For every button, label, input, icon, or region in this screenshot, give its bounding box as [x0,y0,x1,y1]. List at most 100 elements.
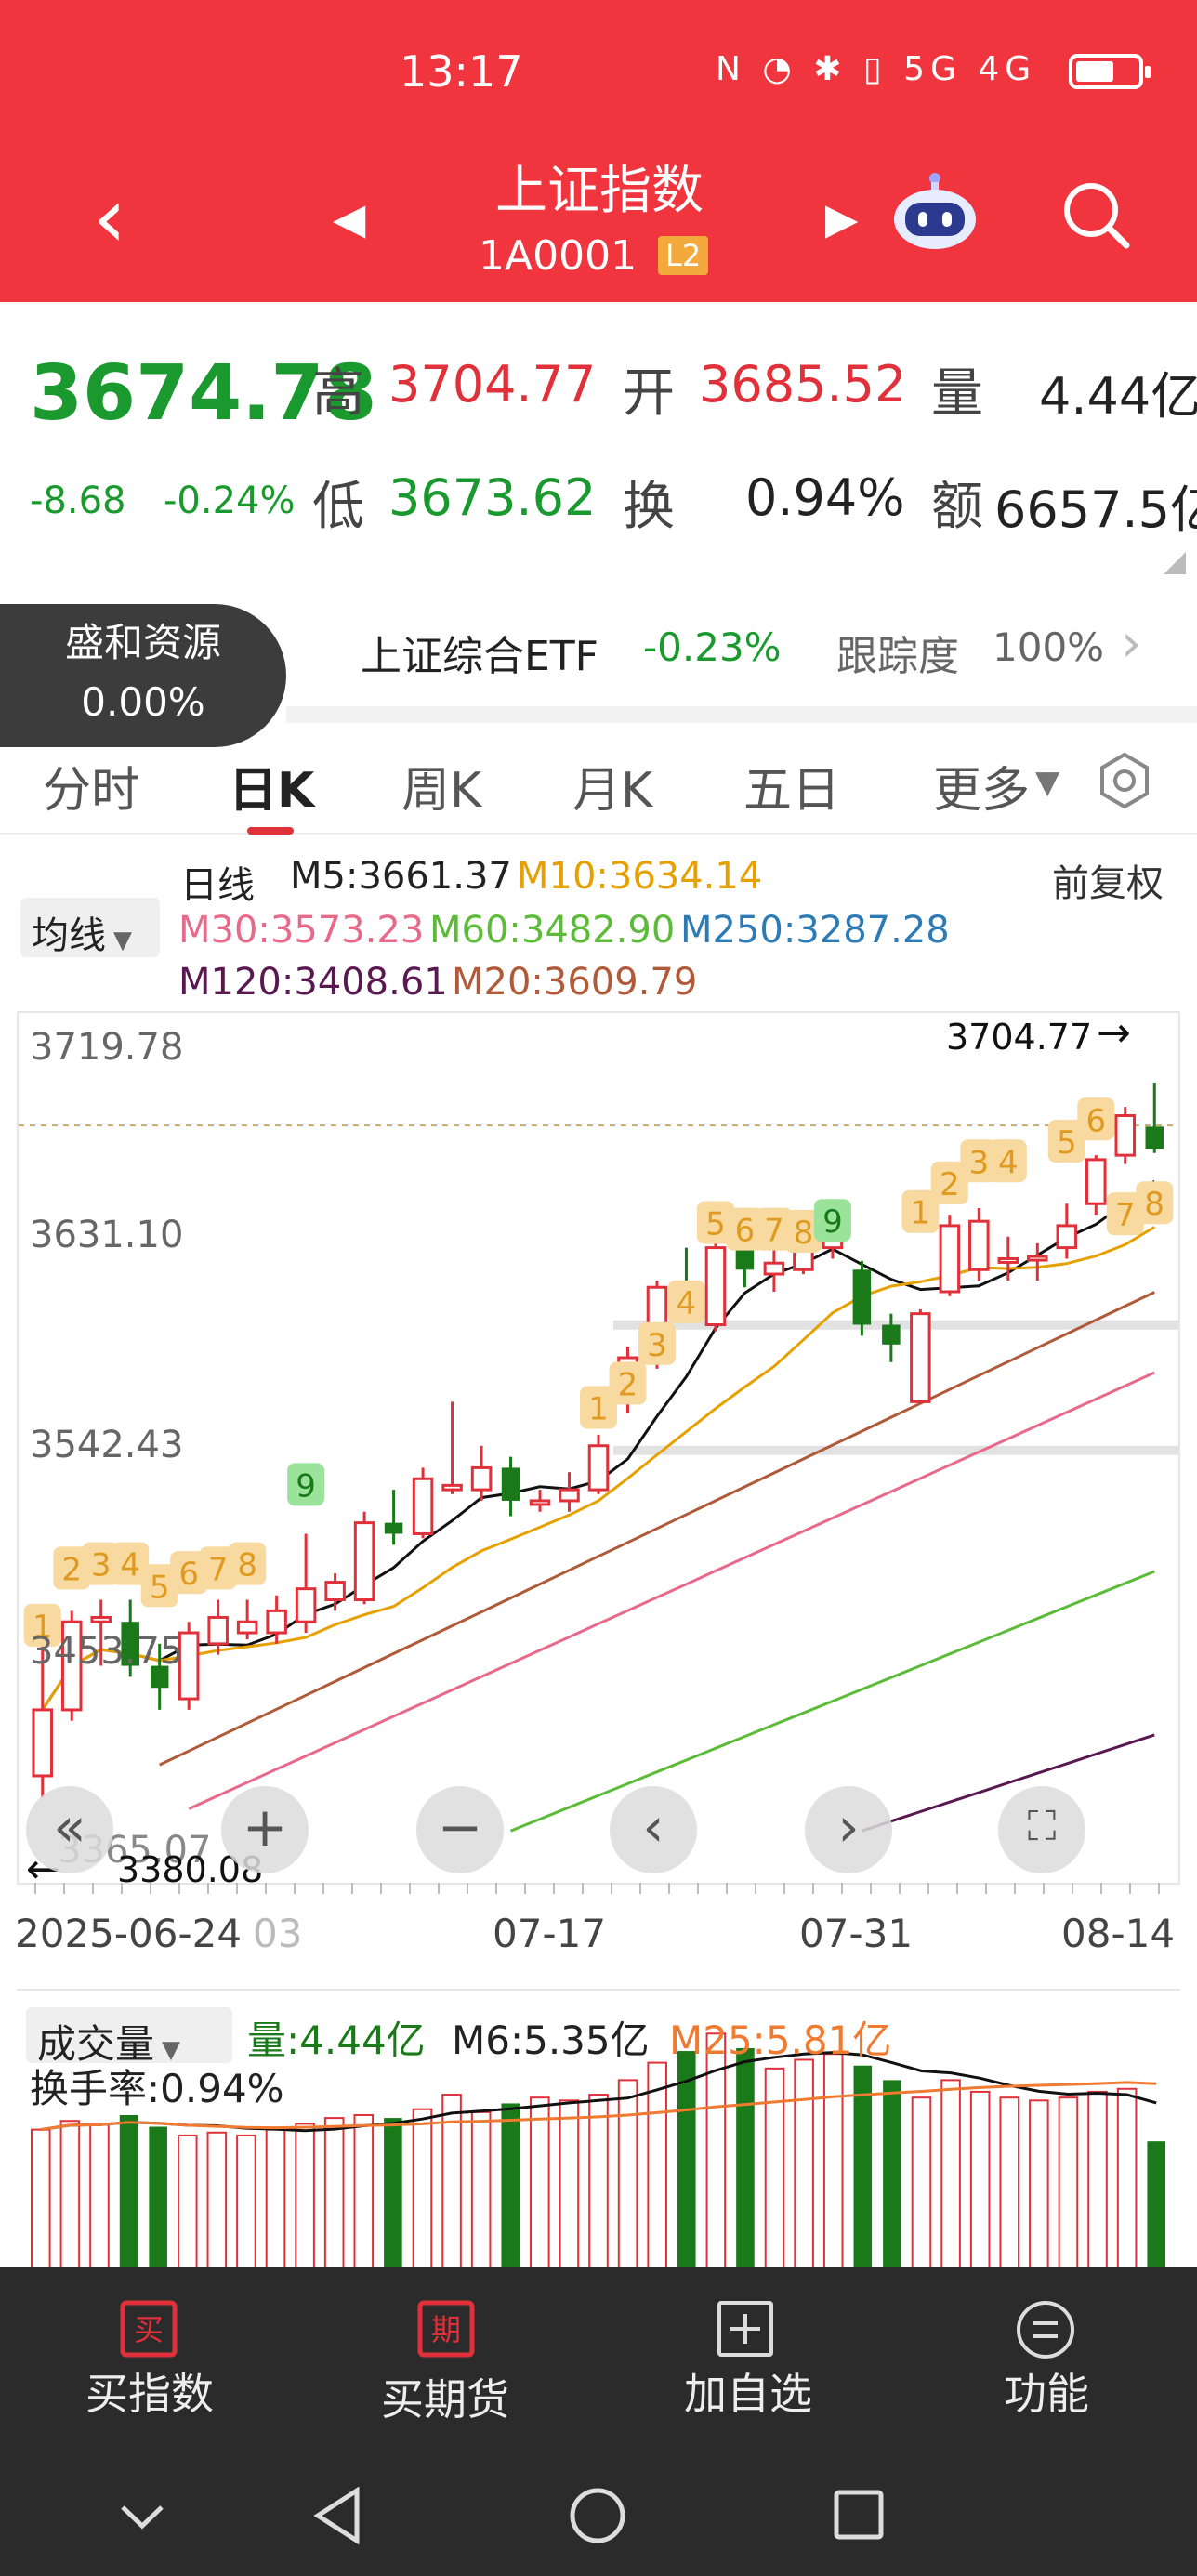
next-stock-icon[interactable]: ▶ [825,193,859,243]
tab-five-day[interactable]: 五日 [743,763,841,819]
volume-bar [89,2123,110,2270]
candle-body [939,1224,961,1294]
svg-text:买: 买 [134,2312,164,2347]
candle-body [295,1587,317,1623]
ma30-line [188,1371,1155,1810]
buy-futures-icon[interactable]: 期 [416,2299,476,2359]
count-marker-label: 2 [618,1366,638,1403]
tab-daily-k[interactable]: 日K [229,763,315,819]
etf-more-icon[interactable]: › [1121,613,1142,674]
candle-body [470,1465,493,1492]
functions-icon[interactable] [1015,2299,1076,2360]
price-change-pct: -0.24% [164,480,296,522]
search-icon[interactable] [1059,178,1132,251]
volume-selector[interactable]: 成交量 ▼ [26,2007,232,2067]
volume-m25: M25:5.81亿 [669,2017,892,2063]
zoom-out-button[interactable]: − [416,1786,504,1873]
scroll-right-button[interactable]: › [805,1786,892,1873]
count-marker-label: 7 [208,1551,229,1588]
fullscreen-button[interactable]: ⛶ [998,1786,1085,1873]
candle-body [501,1467,520,1501]
count-marker [667,1280,705,1323]
count-marker [609,1361,647,1405]
zoom-in-button[interactable]: + [221,1786,309,1873]
active-tab-indicator [247,827,294,835]
etf-name[interactable]: 上证综合ETF [361,633,598,680]
ma120-line [861,1733,1155,1833]
count-marker [901,1189,940,1233]
nav-back-icon[interactable] [312,2487,362,2544]
volume-bar [470,2110,492,2270]
buy-index-icon[interactable]: 买 [119,2299,178,2359]
count-marker [726,1207,764,1251]
volume-bar [323,2117,345,2270]
add-watchlist-button[interactable]: 加自选 [684,2369,812,2419]
count-marker [23,1603,61,1647]
ma60-value: M60:3482.90 [429,909,676,952]
ma60-line [509,1570,1155,1833]
more-dropdown-icon[interactable]: ▼ [1035,764,1060,801]
divider [286,706,1197,723]
count-marker [580,1386,617,1429]
count-marker [82,1542,120,1585]
tab-monthly-k[interactable]: 月K [572,763,653,819]
volume-bar [1147,2141,1165,2269]
count-marker-label: 7 [1115,1197,1136,1234]
volume-bar [1058,2096,1079,2270]
nav-home-icon[interactable] [569,2487,626,2544]
count-marker-label: 3 [647,1327,667,1364]
candle-body [1145,1126,1164,1150]
previous-stock-icon[interactable]: ◀ [333,193,366,243]
buy-futures-button[interactable]: 买期货 [381,2374,509,2425]
related-stock-name: 盛和资源 [64,620,221,665]
volume-panel[interactable] [17,1989,1180,2271]
count-marker-label: 4 [120,1547,140,1584]
current-price: 3674.78 [30,349,377,438]
volume-bar [1029,2099,1049,2271]
expand-corner-icon[interactable] [1164,552,1186,574]
volume-amount: 量:4.44亿 [247,2017,426,2063]
support-band [613,1445,1178,1455]
candle-body [178,1631,200,1701]
svg-text:期: 期 [431,2312,461,2347]
count-marker-label: 1 [911,1195,931,1232]
max-arrow-icon: → [1097,1009,1131,1057]
scroll-start-button[interactable]: « [26,1786,113,1873]
candle-body [1056,1224,1078,1250]
tab-more[interactable]: 更多 [933,763,1031,819]
volume-bar [822,2053,844,2271]
adjust-button[interactable]: 前复权 [1052,862,1164,905]
count-marker-label: 3 [969,1144,990,1181]
volume-bar [31,2128,51,2270]
high-label: 高 [312,363,364,424]
count-marker [199,1546,237,1590]
volume-bar [647,2061,667,2270]
settings-icon[interactable] [1095,751,1154,810]
status-icons: N ◔ ✱ ▯ 5G 4G [716,50,1037,88]
candle-body [236,1620,258,1635]
related-stock-badge[interactable]: 盛和资源 0.00% [0,604,286,747]
back-icon[interactable]: ‹ [93,169,126,267]
low-value: 3673.62 [388,468,597,527]
tab-weekly-k[interactable]: 周K [401,763,482,819]
ma-selector[interactable]: 均线 ▼ [20,898,160,957]
tab-timeshare[interactable]: 分时 [43,763,140,819]
candle-body [90,1615,112,1623]
nav-collapse-icon[interactable] [119,2504,165,2531]
add-watchlist-icon[interactable] [716,2299,775,2359]
buy-index-button[interactable]: 买指数 [86,2369,214,2419]
count-marker-label: 7 [764,1213,784,1250]
candle-body [353,1521,375,1602]
system-nav-bar [0,2437,1197,2576]
count-marker [638,1321,676,1365]
functions-button[interactable]: 功能 [1004,2369,1089,2419]
ma5-value: M5:3661.37 [290,855,512,898]
scroll-left-button[interactable]: ‹ [610,1786,697,1873]
nav-recents-icon[interactable] [833,2489,885,2541]
volume-bar [999,2096,1020,2270]
volume-bar [119,2114,138,2269]
robot-assistant-icon[interactable] [892,169,978,251]
action-bar: 买 期 [0,2267,1197,2437]
